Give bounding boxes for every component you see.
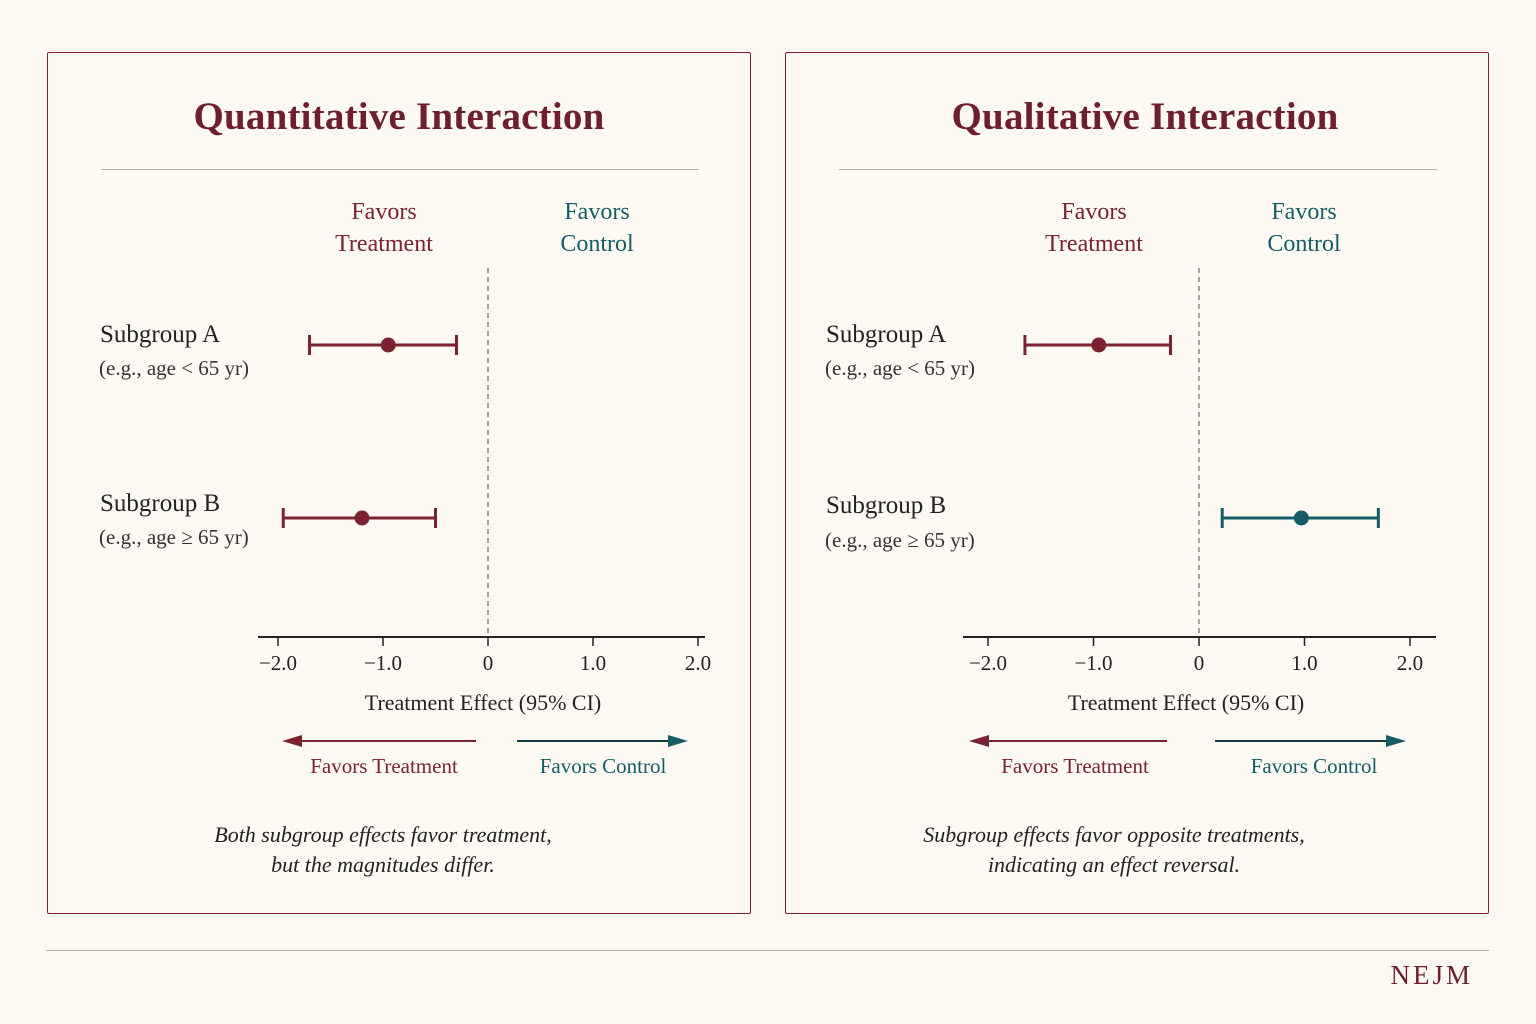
quantitative-panel [47, 52, 751, 914]
panel-caption-quantitative: Both subgroup effects favor treatment, b… [103, 820, 663, 880]
ci-marker-subgroup-a [1023, 335, 1173, 355]
journal-logo: NEJM [1390, 960, 1473, 990]
direction-favors-control: Favors Control [539, 754, 667, 778]
x-tick-label: 1.0 [1291, 651, 1317, 675]
favors-treatment-header-line1: Favors [1061, 199, 1127, 225]
caption-line-2: but the magnitudes differ. [271, 852, 495, 877]
caption-line-1: Both subgroup effects favor treatment, [214, 822, 552, 847]
subgroup-a-detail: (e.g., age < 65 yr) [99, 356, 250, 380]
ci-marker-subgroup-b [281, 508, 437, 528]
point-estimate [354, 510, 370, 526]
point-estimate [380, 337, 396, 353]
favors-control-header-line2: Control [1267, 231, 1341, 257]
favors-control-header-line1: Favors [564, 199, 630, 225]
arrowhead-right [668, 735, 688, 747]
favors-treatment-header-line2: Treatment [1045, 231, 1143, 257]
subgroup-b-detail: (e.g., age ≥ 65 yr) [825, 528, 975, 552]
caption-line-2: indicating an effect reversal. [987, 852, 1241, 877]
x-tick-label: 2.0 [1397, 651, 1423, 675]
qualitative-panel [785, 52, 1489, 914]
x-tick-label: 2.0 [685, 651, 711, 675]
title-divider [839, 169, 1437, 170]
subgroup-a-detail: (e.g., age < 65 yr) [825, 356, 976, 380]
subgroup-b-label: Subgroup B [826, 492, 947, 519]
caption-line-1: Subgroup effects favor opposite treatmen… [923, 822, 1305, 847]
favors-control-header-line1: Favors [1271, 199, 1337, 225]
favors-treatment-header: Favors Treatment [1009, 196, 1179, 260]
subgroup-b-label: Subgroup B [100, 490, 221, 517]
arrowhead-left [969, 735, 989, 747]
panel-title-quantitative: Quantitative Interaction [193, 95, 605, 138]
ci-marker-subgroup-b [1220, 508, 1380, 528]
point-estimate [1293, 510, 1309, 526]
subgroup-a-label: Subgroup A [100, 321, 221, 348]
ci-marker-subgroup-a [308, 335, 458, 355]
arrowhead-left [282, 735, 302, 747]
x-tick-label: −1.0 [1074, 651, 1112, 675]
direction-favors-treatment: Favors Treatment [1001, 754, 1149, 778]
x-tick-label: 0 [1194, 651, 1205, 675]
x-tick-label: −2.0 [259, 651, 297, 675]
x-axis-label: Treatment Effect (95% CI) [364, 690, 602, 715]
point-estimate [1091, 337, 1107, 353]
x-tick-label: −1.0 [364, 651, 402, 675]
x-axis-label: Treatment Effect (95% CI) [1067, 690, 1305, 715]
favors-treatment-header-line1: Favors [351, 199, 417, 225]
subgroup-a-label: Subgroup A [826, 321, 947, 348]
x-tick-label: 1.0 [580, 651, 606, 675]
favors-treatment-header-line2: Treatment [335, 231, 433, 257]
x-tick-label: 0 [483, 651, 494, 675]
subgroup-b-detail: (e.g., age ≥ 65 yr) [99, 525, 249, 549]
favors-control-header: Favors Control [512, 196, 682, 260]
direction-favors-treatment: Favors Treatment [310, 754, 458, 778]
favors-control-header: Favors Control [1219, 196, 1389, 260]
favors-control-header-line2: Control [560, 231, 634, 257]
arrowhead-right [1386, 735, 1406, 747]
direction-favors-control: Favors Control [1250, 754, 1378, 778]
x-tick-label: −2.0 [969, 651, 1007, 675]
panel-title-qualitative: Qualitative Interaction [951, 95, 1339, 138]
footer-divider [46, 950, 1489, 951]
panel-caption-qualitative: Subgroup effects favor opposite treatmen… [834, 820, 1394, 880]
favors-treatment-header: Favors Treatment [299, 196, 469, 260]
title-divider [101, 169, 699, 170]
